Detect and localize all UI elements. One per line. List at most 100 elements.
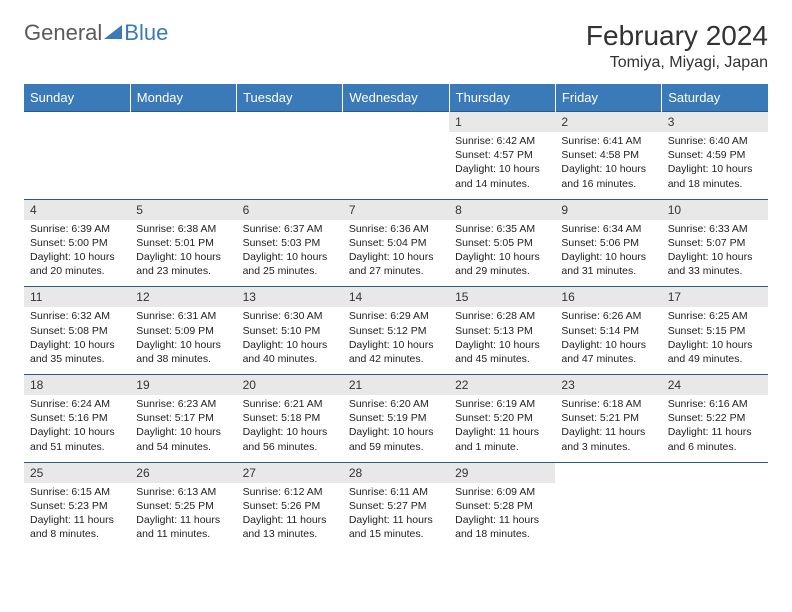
day-number: 18 — [30, 378, 43, 392]
sunset-line: Sunset: 5:10 PM — [243, 324, 337, 338]
day-info-cell: Sunrise: 6:21 AMSunset: 5:18 PMDaylight:… — [237, 395, 343, 462]
week-daynum-row: 18192021222324 — [24, 375, 768, 396]
sunrise-line: Sunrise: 6:35 AM — [455, 222, 549, 236]
day-info-cell — [343, 132, 449, 199]
day-number-cell: 7 — [343, 199, 449, 220]
sunrise-line: Sunrise: 6:32 AM — [30, 309, 124, 323]
day-number: 2 — [561, 115, 568, 129]
day-header: Saturday — [662, 84, 768, 112]
day-header: Tuesday — [237, 84, 343, 112]
day-number-cell: 2 — [555, 112, 661, 133]
day-info-cell: Sunrise: 6:40 AMSunset: 4:59 PMDaylight:… — [662, 132, 768, 199]
day-info-cell — [662, 483, 768, 550]
week-info-row: Sunrise: 6:15 AMSunset: 5:23 PMDaylight:… — [24, 483, 768, 550]
day-header: Monday — [130, 84, 236, 112]
day-number: 22 — [455, 378, 468, 392]
daylight-line: Daylight: 10 hours and 54 minutes. — [136, 425, 230, 453]
week-info-row: Sunrise: 6:32 AMSunset: 5:08 PMDaylight:… — [24, 307, 768, 374]
daylight-line: Daylight: 10 hours and 35 minutes. — [30, 338, 124, 366]
sunrise-line: Sunrise: 6:20 AM — [349, 397, 443, 411]
sunset-line: Sunset: 4:57 PM — [455, 148, 549, 162]
day-number: 19 — [136, 378, 149, 392]
sunset-line: Sunset: 5:07 PM — [668, 236, 762, 250]
daylight-line: Daylight: 10 hours and 18 minutes. — [668, 162, 762, 190]
sunrise-line: Sunrise: 6:29 AM — [349, 309, 443, 323]
day-info-cell: Sunrise: 6:31 AMSunset: 5:09 PMDaylight:… — [130, 307, 236, 374]
day-number-cell — [130, 112, 236, 133]
day-info-cell — [237, 132, 343, 199]
sunrise-line: Sunrise: 6:19 AM — [455, 397, 549, 411]
day-number: 23 — [561, 378, 574, 392]
day-number-cell — [24, 112, 130, 133]
day-number: 3 — [668, 115, 675, 129]
sunrise-line: Sunrise: 6:26 AM — [561, 309, 655, 323]
day-number: 10 — [668, 203, 681, 217]
day-info-cell: Sunrise: 6:36 AMSunset: 5:04 PMDaylight:… — [343, 220, 449, 287]
day-number-cell: 3 — [662, 112, 768, 133]
daylight-line: Daylight: 11 hours and 13 minutes. — [243, 513, 337, 541]
week-daynum-row: 2526272829 — [24, 462, 768, 483]
daylight-line: Daylight: 10 hours and 25 minutes. — [243, 250, 337, 278]
day-info-cell: Sunrise: 6:09 AMSunset: 5:28 PMDaylight:… — [449, 483, 555, 550]
day-number: 11 — [30, 290, 42, 304]
day-number: 16 — [561, 290, 574, 304]
day-number: 28 — [349, 466, 362, 480]
day-number: 29 — [455, 466, 468, 480]
daylight-line: Daylight: 10 hours and 16 minutes. — [561, 162, 655, 190]
week-daynum-row: 11121314151617 — [24, 287, 768, 308]
day-number-cell: 22 — [449, 375, 555, 396]
week-info-row: Sunrise: 6:39 AMSunset: 5:00 PMDaylight:… — [24, 220, 768, 287]
day-header: Friday — [555, 84, 661, 112]
daylight-line: Daylight: 10 hours and 56 minutes. — [243, 425, 337, 453]
sunrise-line: Sunrise: 6:09 AM — [455, 485, 549, 499]
day-number-cell: 25 — [24, 462, 130, 483]
day-number-cell: 4 — [24, 199, 130, 220]
sunset-line: Sunset: 5:27 PM — [349, 499, 443, 513]
sunrise-line: Sunrise: 6:24 AM — [30, 397, 124, 411]
week-daynum-row: 123 — [24, 112, 768, 133]
logo: General Blue — [24, 20, 168, 46]
daylight-line: Daylight: 10 hours and 14 minutes. — [455, 162, 549, 190]
day-info-cell: Sunrise: 6:29 AMSunset: 5:12 PMDaylight:… — [343, 307, 449, 374]
month-title: February 2024 — [586, 20, 768, 52]
day-number: 7 — [349, 203, 356, 217]
daylight-line: Daylight: 11 hours and 18 minutes. — [455, 513, 549, 541]
sunset-line: Sunset: 5:08 PM — [30, 324, 124, 338]
day-info-cell: Sunrise: 6:37 AMSunset: 5:03 PMDaylight:… — [237, 220, 343, 287]
sunset-line: Sunset: 5:15 PM — [668, 324, 762, 338]
sunrise-line: Sunrise: 6:30 AM — [243, 309, 337, 323]
day-number-cell: 12 — [130, 287, 236, 308]
day-number-cell: 20 — [237, 375, 343, 396]
day-number: 20 — [243, 378, 256, 392]
day-number-cell: 26 — [130, 462, 236, 483]
sunrise-line: Sunrise: 6:34 AM — [561, 222, 655, 236]
sunrise-line: Sunrise: 6:38 AM — [136, 222, 230, 236]
sunset-line: Sunset: 5:09 PM — [136, 324, 230, 338]
day-number: 4 — [30, 203, 37, 217]
day-number: 25 — [30, 466, 43, 480]
day-number-cell: 18 — [24, 375, 130, 396]
day-number-cell: 15 — [449, 287, 555, 308]
daylight-line: Daylight: 10 hours and 59 minutes. — [349, 425, 443, 453]
sunset-line: Sunset: 5:03 PM — [243, 236, 337, 250]
sunset-line: Sunset: 5:16 PM — [30, 411, 124, 425]
day-info-cell: Sunrise: 6:20 AMSunset: 5:19 PMDaylight:… — [343, 395, 449, 462]
day-info-cell: Sunrise: 6:32 AMSunset: 5:08 PMDaylight:… — [24, 307, 130, 374]
day-number-cell: 28 — [343, 462, 449, 483]
sunrise-line: Sunrise: 6:16 AM — [668, 397, 762, 411]
daylight-line: Daylight: 10 hours and 33 minutes. — [668, 250, 762, 278]
daylight-line: Daylight: 10 hours and 29 minutes. — [455, 250, 549, 278]
sunrise-line: Sunrise: 6:18 AM — [561, 397, 655, 411]
daylight-line: Daylight: 10 hours and 47 minutes. — [561, 338, 655, 366]
sunrise-line: Sunrise: 6:12 AM — [243, 485, 337, 499]
day-number: 5 — [136, 203, 143, 217]
sunrise-line: Sunrise: 6:41 AM — [561, 134, 655, 148]
day-number-cell — [343, 112, 449, 133]
sunset-line: Sunset: 5:23 PM — [30, 499, 124, 513]
day-info-cell — [555, 483, 661, 550]
day-info-cell — [24, 132, 130, 199]
day-info-cell: Sunrise: 6:12 AMSunset: 5:26 PMDaylight:… — [237, 483, 343, 550]
sunrise-line: Sunrise: 6:28 AM — [455, 309, 549, 323]
day-info-cell: Sunrise: 6:30 AMSunset: 5:10 PMDaylight:… — [237, 307, 343, 374]
daylight-line: Daylight: 11 hours and 15 minutes. — [349, 513, 443, 541]
